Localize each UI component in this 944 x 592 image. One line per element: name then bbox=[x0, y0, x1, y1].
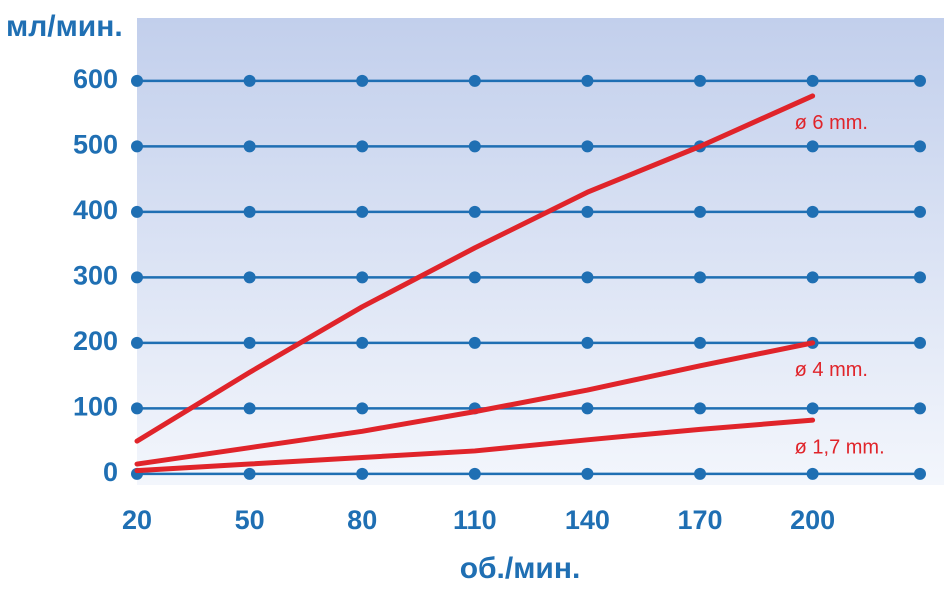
grid-dot bbox=[131, 205, 143, 218]
grid-dot bbox=[243, 402, 256, 415]
grid-dot bbox=[581, 271, 594, 284]
x-tick-label: 170 bbox=[677, 505, 722, 535]
grid-dot bbox=[806, 74, 819, 87]
grid-dot bbox=[914, 140, 926, 153]
grid-dot bbox=[694, 402, 707, 415]
grid-dot bbox=[356, 336, 369, 349]
series-label: ø 4 mm. bbox=[795, 359, 868, 381]
grid-dot bbox=[581, 205, 594, 218]
y-tick-label: 600 bbox=[73, 64, 118, 94]
grid-dot bbox=[806, 271, 819, 284]
grid-dot bbox=[914, 74, 926, 87]
grid-dot bbox=[243, 74, 256, 87]
grid-dot bbox=[694, 271, 707, 284]
series-line bbox=[134, 93, 816, 444]
x-tick-label: 110 bbox=[453, 505, 497, 535]
grid-dot bbox=[694, 205, 707, 218]
grid-dot bbox=[806, 467, 819, 480]
grid-dot bbox=[468, 74, 481, 87]
grid-dot bbox=[243, 205, 256, 218]
series-label: ø 1,7 mm. bbox=[795, 436, 885, 458]
grid-dot bbox=[914, 205, 926, 218]
grid-dot bbox=[468, 336, 481, 349]
grid-dot bbox=[131, 402, 143, 415]
chart-title: мл/мин. bbox=[6, 10, 123, 43]
grid-dot bbox=[131, 336, 143, 349]
grid-dot bbox=[131, 271, 143, 284]
series-label: ø 6 mm. bbox=[795, 112, 868, 134]
grid-dot bbox=[806, 140, 819, 153]
x-axis-label: об./мин. bbox=[460, 552, 581, 585]
grid-dot bbox=[243, 271, 256, 284]
x-tick-label: 80 bbox=[347, 505, 377, 535]
grid-dot bbox=[468, 140, 481, 153]
x-tick-label: 50 bbox=[235, 505, 265, 535]
y-tick-label: 100 bbox=[73, 391, 118, 421]
grid-dot bbox=[806, 205, 819, 218]
y-tick-label: 500 bbox=[73, 130, 118, 160]
grid-dot bbox=[131, 74, 143, 87]
y-tick-label: 0 bbox=[103, 457, 118, 487]
y-tick-label: 300 bbox=[73, 260, 118, 290]
series-line bbox=[134, 417, 816, 474]
y-tick-label: 200 bbox=[73, 326, 118, 356]
grid-dot bbox=[356, 140, 369, 153]
grid-dot bbox=[468, 205, 481, 218]
grid-dot bbox=[243, 336, 256, 349]
grid-dot bbox=[694, 467, 707, 480]
grid-dot bbox=[243, 140, 256, 153]
grid-dot bbox=[468, 467, 481, 480]
grid-dot bbox=[356, 205, 369, 218]
x-tick-label: 200 bbox=[790, 505, 835, 535]
grid-dot bbox=[356, 467, 369, 480]
grid-dot bbox=[356, 271, 369, 284]
grid-dot bbox=[581, 140, 594, 153]
grid-dot bbox=[581, 336, 594, 349]
grid-dot bbox=[914, 271, 926, 284]
grid-dot bbox=[694, 336, 707, 349]
plot-background bbox=[137, 18, 944, 485]
grid-dot bbox=[581, 402, 594, 415]
grid-dot bbox=[914, 467, 926, 480]
grid-dot bbox=[581, 74, 594, 87]
grid-dot bbox=[243, 467, 256, 480]
grid-dot bbox=[356, 74, 369, 87]
grid-dot bbox=[131, 140, 143, 153]
series-line bbox=[134, 340, 816, 467]
y-tick-label: 400 bbox=[73, 195, 118, 225]
grid-dot bbox=[581, 467, 594, 480]
grid-dot bbox=[914, 402, 926, 415]
grid-dot bbox=[914, 336, 926, 349]
grid-dot bbox=[468, 271, 481, 284]
grid-dot bbox=[694, 74, 707, 87]
grid-dot bbox=[806, 402, 819, 415]
x-tick-label: 20 bbox=[122, 505, 152, 535]
x-tick-label: 140 bbox=[565, 505, 610, 535]
grid-dot bbox=[356, 402, 369, 415]
